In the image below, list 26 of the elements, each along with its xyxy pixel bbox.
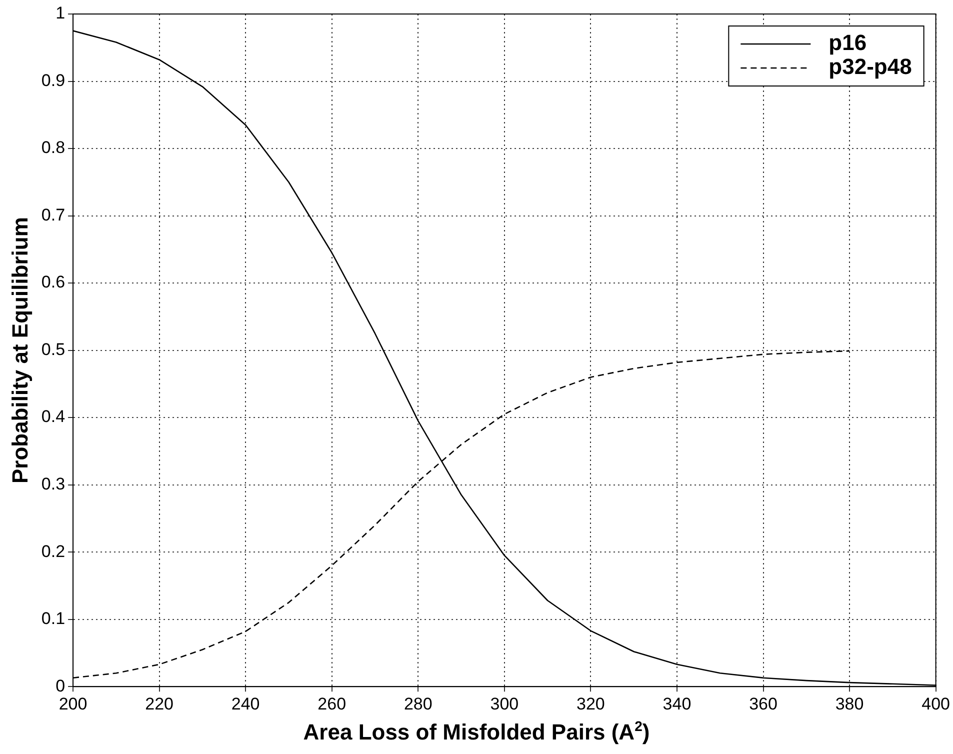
x-tick-label: 340 — [662, 694, 692, 714]
x-tick-label: 280 — [404, 694, 432, 714]
x-tick-label: 380 — [835, 694, 864, 714]
y-tick-label: 0.8 — [41, 138, 66, 158]
y-tick-label: 0.7 — [41, 205, 66, 224]
x-tick-label: 320 — [576, 694, 605, 714]
x-tick-label: 240 — [231, 694, 260, 714]
y-tick-label: 0.3 — [41, 474, 66, 494]
y-tick-label: 0.9 — [41, 70, 66, 90]
y-tick-label: 0 — [56, 676, 66, 696]
x-tick-label: 220 — [145, 694, 174, 714]
y-tick-label: 0.4 — [41, 407, 66, 426]
y-tick-label: 0.5 — [41, 340, 66, 359]
x-axis-title: Area Loss of Misfolded Pairs (A$^{2}$) — [302, 718, 651, 746]
y-tick-label: 0.1 — [41, 609, 66, 628]
x-tick-label: 400 — [922, 694, 950, 714]
y-tick-label: 0.6 — [41, 272, 66, 292]
legend-label: p32-p48 — [828, 54, 912, 80]
legend-label: p16 — [828, 30, 867, 56]
x-tick-label: 200 — [58, 694, 88, 714]
x-tick-label: 300 — [490, 694, 519, 714]
y-tick-label: 1 — [56, 4, 66, 23]
y-axis-title: Probability at Equilibrium — [7, 217, 32, 484]
x-tick-label: 260 — [318, 694, 346, 714]
y-tick-label: 0.2 — [41, 542, 66, 561]
x-tick-label: 360 — [749, 694, 778, 714]
